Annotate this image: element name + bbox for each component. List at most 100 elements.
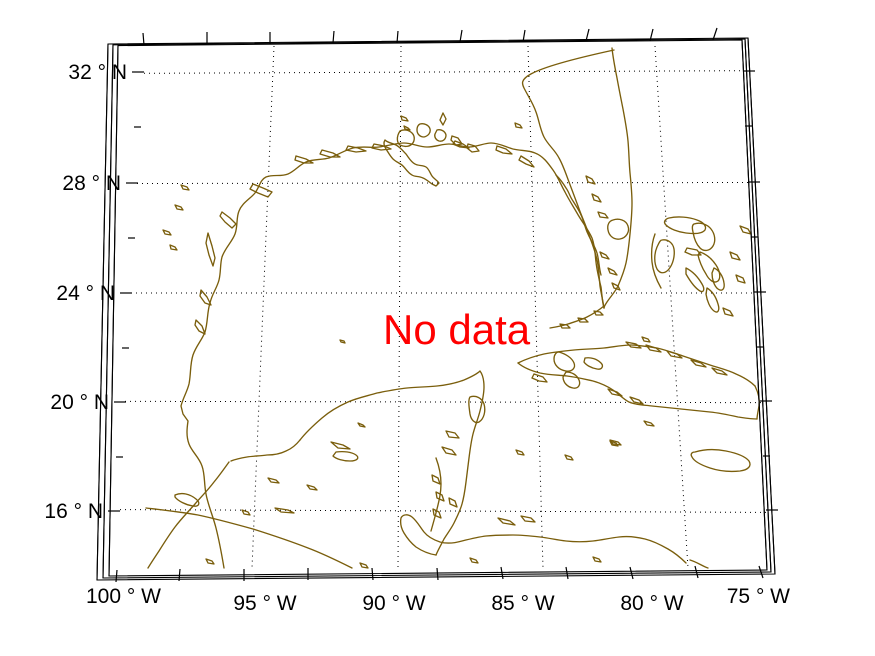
coastline-florida-east bbox=[603, 47, 633, 309]
coastline-islet-gulf-s bbox=[641, 336, 651, 343]
coastline-laguna-terminos bbox=[332, 450, 359, 462]
x-tick-label-85w: 85 ° W bbox=[491, 592, 554, 615]
coastline-grand-bahama bbox=[663, 216, 707, 235]
coastline-cayman-a bbox=[609, 439, 622, 446]
coastline-matagorda-island bbox=[219, 211, 237, 229]
coastline-yucatan-lagoon-a bbox=[445, 430, 460, 439]
coastline-sanibel-island bbox=[597, 211, 609, 219]
coastline-islet-gulf-k bbox=[359, 562, 369, 569]
coastline-florida-gulf-detail bbox=[555, 174, 602, 276]
coastline-belize-cays bbox=[430, 457, 442, 532]
coastline-islet-gulf-l bbox=[469, 557, 479, 564]
coastline-delta-spur-a bbox=[439, 112, 447, 126]
gridline-lat-16 bbox=[120, 509, 769, 513]
coastline-islet-gulf-g bbox=[514, 122, 523, 129]
coastline-lake-okeechobee bbox=[607, 218, 630, 240]
coastline-honduras-bay-island-a bbox=[497, 517, 516, 526]
frame-ticks-bottom bbox=[115, 565, 764, 583]
coastline-yucatan-west bbox=[230, 439, 301, 462]
gridline-lon-80 bbox=[654, 45, 689, 569]
coastline-florida-keys bbox=[549, 305, 605, 329]
coastline-bahama-islet-a bbox=[729, 251, 741, 261]
coastline-bigbend-spur bbox=[518, 155, 535, 168]
coastline-nicaragua-spur bbox=[689, 559, 709, 569]
frame-right-edge bbox=[741, 37, 776, 575]
coastline-group bbox=[145, 47, 760, 569]
coastline-honduras-bay-island-b bbox=[520, 515, 536, 523]
coastline-mexico-south bbox=[147, 461, 230, 569]
coastline-isle-of-youth bbox=[531, 373, 548, 383]
y-tick-label-28: 28 ° N bbox=[62, 172, 121, 195]
map-frame-group bbox=[96, 27, 778, 583]
coastline-delta-lobe-b bbox=[416, 123, 431, 138]
x-tick-label-75w: 75 ° W bbox=[727, 585, 790, 608]
y-tick-label-24: 24 ° N bbox=[56, 282, 115, 305]
coastline-delta-lobe-a bbox=[396, 129, 415, 148]
coastline-islet-gulf-v bbox=[564, 454, 574, 461]
coastline-islet-gulf-i bbox=[267, 477, 280, 484]
coastline-cuba-north bbox=[517, 344, 756, 387]
y-tick-label-16: 16 ° N bbox=[44, 500, 103, 523]
coastline-cat-island bbox=[711, 267, 725, 291]
coastline-islet-gulf-c bbox=[162, 229, 172, 236]
frame-minor-ticks-right bbox=[745, 125, 770, 457]
coastline-islet-gulf-j bbox=[241, 509, 251, 516]
frame-ticks-top bbox=[142, 27, 718, 46]
gridline-lon-90 bbox=[397, 45, 402, 569]
gridline-lon-95 bbox=[251, 45, 275, 569]
coastline-tenthousand-a bbox=[599, 251, 610, 260]
coastline-bahama-islet-b bbox=[735, 274, 746, 284]
coastline-alabama-spur bbox=[452, 140, 470, 149]
coastline-islet-gulf-u bbox=[515, 449, 525, 456]
coastline-islet-gulf-o bbox=[339, 339, 346, 344]
coastline-tenthousand-c bbox=[611, 282, 621, 291]
coastline-islet-gulf-b bbox=[174, 204, 184, 211]
coastline-bahama-islet-c bbox=[722, 307, 734, 317]
coastline-cuba-cay-c bbox=[666, 350, 683, 359]
frame-minor-ticks-left bbox=[116, 126, 141, 458]
coastline-yucatan-lagoon-b bbox=[441, 446, 457, 456]
coastline-louisiana-marsh-d bbox=[371, 143, 392, 151]
coastline-long-island bbox=[705, 287, 720, 313]
coastline-islet-gulf-r bbox=[174, 492, 200, 507]
coastline-galveston-island bbox=[249, 183, 273, 198]
coastline-cuba-bay-a bbox=[553, 351, 576, 372]
graticule-group bbox=[120, 45, 769, 569]
coastline-padre-island bbox=[205, 232, 216, 267]
gridline-lat-20 bbox=[124, 400, 763, 404]
coastline-islet-gulf-e bbox=[400, 115, 409, 122]
coastline-cuba-south-cay-b bbox=[629, 396, 644, 405]
coastline-jamaica bbox=[690, 448, 751, 473]
frame-left-edge bbox=[96, 43, 119, 581]
coastline-key-c bbox=[559, 323, 571, 329]
coastline-islet-gulf-a bbox=[180, 184, 190, 191]
y-tick-label-32: 32 ° N bbox=[68, 61, 127, 84]
coastline-bahama-islet-d bbox=[739, 225, 752, 235]
coastline-islet-gulf-h bbox=[306, 484, 318, 491]
coastline-belize-cay-c bbox=[432, 508, 442, 519]
coastline-islet-gulf-n bbox=[205, 558, 215, 565]
coastline-tenthousand-b bbox=[607, 267, 618, 276]
coastline-exuma bbox=[685, 267, 705, 293]
coastline-cuba-cay-a bbox=[625, 341, 642, 349]
coastline-louisiana-marsh-a bbox=[294, 155, 314, 164]
coastline-cuba-south bbox=[517, 362, 758, 420]
coastline-cuba-cay-e bbox=[711, 367, 728, 376]
frame-ticks-left bbox=[108, 71, 144, 512]
coastline-charlotte-island bbox=[591, 193, 602, 203]
x-tick-label-100w: 100 ° W bbox=[86, 585, 161, 608]
coastline-louisiana-marsh-b bbox=[319, 149, 341, 158]
gridline-lon-85 bbox=[527, 45, 544, 569]
coastline-cayman-b bbox=[643, 420, 655, 427]
coastline-texas-spur bbox=[199, 289, 212, 306]
x-tick-label-80w: 80 ° W bbox=[620, 592, 683, 615]
coastline-tampa-island bbox=[585, 175, 596, 185]
coastline-mexico-inland-line bbox=[145, 507, 353, 569]
y-axis-labels: 32 ° N 28 ° N 24 ° N 20 ° N 16 ° N bbox=[44, 61, 127, 523]
frame-ticks-right bbox=[743, 70, 778, 511]
coastline-texas-spur-2 bbox=[194, 319, 206, 335]
coastline-islet-gulf-f bbox=[403, 125, 411, 131]
coastline-islet-gulf-d bbox=[169, 244, 178, 251]
